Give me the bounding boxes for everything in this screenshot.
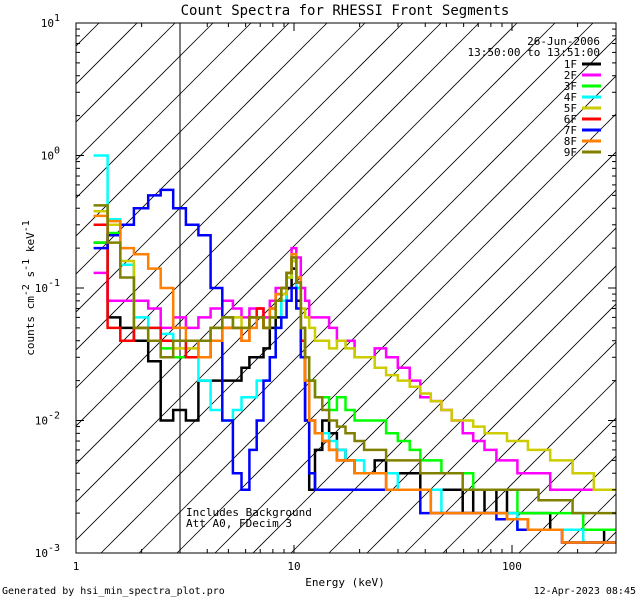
- timestamp-text: 12-Apr-2023 08:45: [534, 586, 636, 597]
- x-tick-label: 1: [73, 560, 80, 573]
- y-tick-label: 10-3: [35, 543, 60, 560]
- y-tick-label: 10-1: [35, 278, 60, 295]
- y-axis-label: counts cm-2 s-1 keV-1: [21, 220, 37, 356]
- x-axis-label: Energy (keV): [305, 576, 384, 589]
- y-tick-label: 100: [41, 146, 60, 163]
- time-range-annotation: 13:50:00 to 13:51:00: [468, 46, 600, 59]
- legend-label-4f: 4F: [564, 91, 577, 104]
- date-annotation: 26-Jun-2006: [527, 35, 600, 48]
- legend-label-9f: 9F: [564, 146, 577, 159]
- legend-label-2f: 2F: [564, 69, 577, 82]
- series-line-9f: [93, 204, 616, 515]
- legend-label-3f: 3F: [564, 80, 577, 93]
- chart-title: Count Spectra for RHESSI Front Segments: [181, 3, 510, 19]
- legend-label-1f: 1F: [564, 58, 577, 71]
- legend-label-8f: 8F: [564, 135, 577, 148]
- x-tick-label: 100: [502, 560, 522, 573]
- legend-label-7f: 7F: [564, 124, 577, 137]
- generated-by-text: Generated by hsi_min_spectra_plot.pro: [2, 586, 225, 597]
- y-tick-label: 10-2: [35, 411, 60, 428]
- y-tick-label: 101: [41, 13, 60, 30]
- legend-label-6f: 6F: [564, 113, 577, 126]
- legend-label-5f: 5F: [564, 102, 577, 115]
- attenuator-annotation: Att A0, FDecim 3: [186, 517, 292, 530]
- x-tick-label: 10: [287, 560, 300, 573]
- series-line-2f: [93, 246, 616, 492]
- background-annotation: Includes Background: [186, 506, 312, 519]
